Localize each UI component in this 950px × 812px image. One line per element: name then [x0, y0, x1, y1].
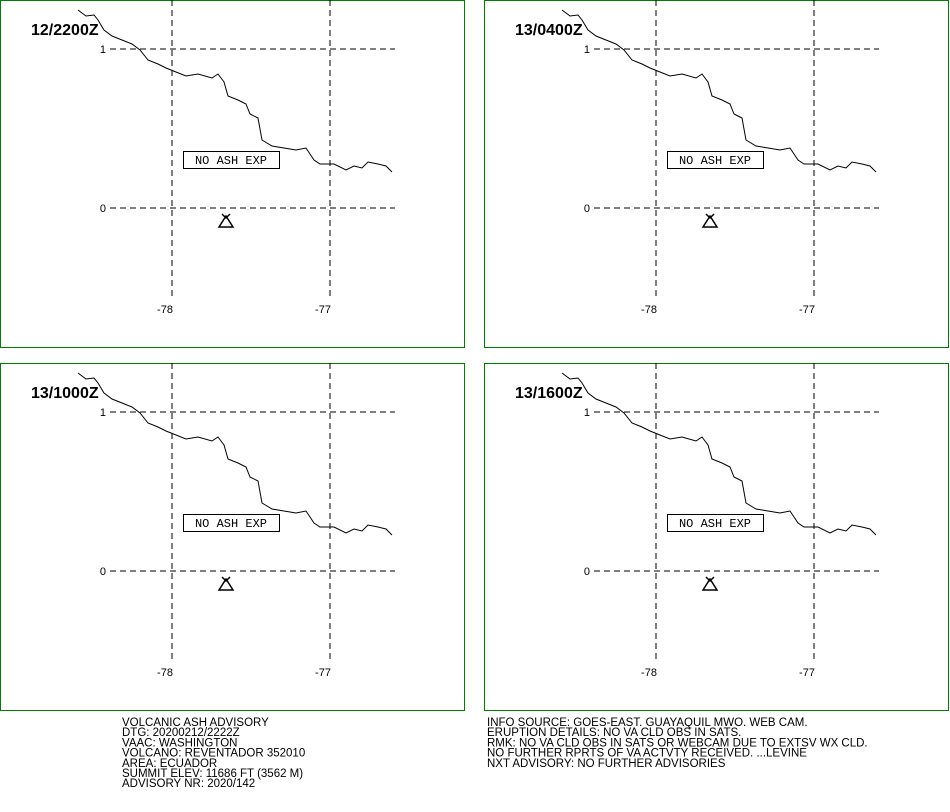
- map-panel: 1 0 -78 -77 NO ASH EXP 13/1600Z: [484, 363, 949, 711]
- advisory-line: VOLCANO: REVENTADOR 352010: [122, 748, 305, 760]
- longitude-label: -77: [799, 667, 815, 679]
- advisory-line: INFO SOURCE: GOES-EAST. GUAYAQUIL MWO. W…: [487, 717, 808, 729]
- advisory-line: VAAC: WASHINGTON: [122, 737, 237, 749]
- longitude-label: -78: [641, 667, 657, 679]
- valid-time: 13/0400Z: [515, 22, 583, 39]
- longitude-label: -77: [799, 304, 815, 316]
- panel-border: [0, 363, 465, 711]
- longitude-label: -78: [641, 304, 657, 316]
- latitude-label: 1: [584, 407, 590, 419]
- valid-time: 13/1000Z: [31, 385, 99, 402]
- volcano-symbol: [701, 576, 719, 591]
- longitude-label: -78: [157, 667, 173, 679]
- note-box: [667, 514, 764, 532]
- note-box: [183, 514, 280, 532]
- advisory-line: DTG: 20200212/2222Z: [122, 727, 240, 739]
- note-text: NO ASH EXP: [195, 517, 267, 531]
- map-panel: 1 0 -78 -77 NO ASH EXP 13/1000Z: [0, 363, 465, 711]
- note-text: NO ASH EXP: [679, 154, 751, 168]
- latitude-label: 0: [584, 203, 590, 215]
- longitude-label: -77: [315, 304, 331, 316]
- advisory-line: ERUPTION DETAILS: NO VA CLD OBS IN SATS.: [487, 727, 741, 739]
- advisory-line: SUMMIT ELEV: 11686 FT (3562 M): [122, 768, 303, 780]
- note-text: NO ASH EXP: [679, 517, 751, 531]
- note-box: [667, 151, 764, 169]
- coastline: [77, 372, 393, 536]
- advisory-line: VOLCANIC ASH ADVISORY: [122, 717, 269, 729]
- valid-time: 12/2200Z: [31, 22, 99, 39]
- map-panel: 1 0 -78 -77 NO ASH EXP 13/0400Z: [484, 0, 949, 348]
- advisory-line: NO FURTHER RPRTS OF VA ACTVTY RECEIVED. …: [487, 748, 807, 760]
- note-box: [183, 151, 280, 169]
- advisory-line: ADVISORY NR: 2020/142: [122, 778, 255, 790]
- latitude-label: 0: [100, 203, 106, 215]
- latitude-label: 1: [584, 44, 590, 56]
- volcano-symbol: [217, 576, 235, 591]
- volcano-symbol: [217, 213, 235, 228]
- note-text: NO ASH EXP: [195, 154, 267, 168]
- coastline: [561, 9, 877, 173]
- coastline: [77, 9, 393, 173]
- latitude-label: 0: [584, 566, 590, 578]
- latitude-label: 1: [100, 407, 106, 419]
- advisory-line: NXT ADVISORY: NO FURTHER ADVISORIES: [487, 758, 726, 770]
- latitude-label: 1: [100, 44, 106, 56]
- longitude-label: -78: [157, 304, 173, 316]
- advisory-line: AREA: ECUADOR: [122, 758, 217, 770]
- panel-border: [0, 0, 465, 348]
- panel-border: [484, 0, 949, 348]
- longitude-label: -77: [315, 667, 331, 679]
- panel-border: [484, 363, 949, 711]
- map-panel: 1 0 -78 -77 NO ASH EXP 12/2200Z: [0, 0, 465, 348]
- valid-time: 13/1600Z: [515, 385, 583, 402]
- advisory-line: RMK: NO VA CLD OBS IN SATS OR WEBCAM DUE…: [487, 737, 868, 749]
- volcano-symbol: [701, 213, 719, 228]
- latitude-label: 0: [100, 566, 106, 578]
- coastline: [561, 372, 877, 536]
